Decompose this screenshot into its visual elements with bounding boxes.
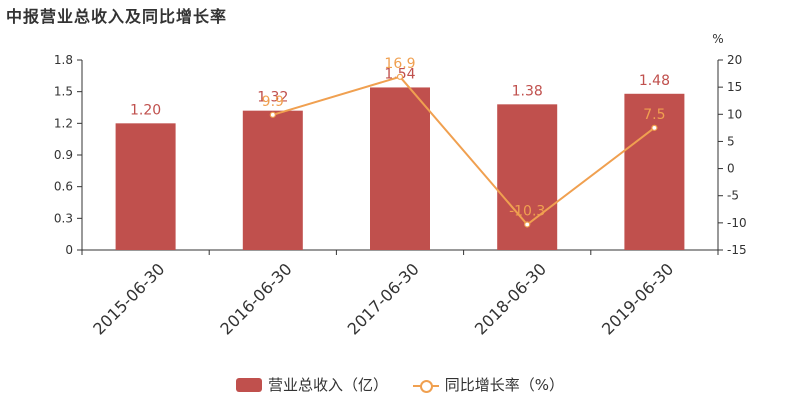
y-left-tick-label: 0.6	[54, 180, 73, 194]
bar	[497, 104, 558, 250]
y-right-unit: %	[712, 32, 723, 46]
y-right-tick-label: 20	[727, 53, 742, 67]
y-right-tick-label: 0	[727, 162, 735, 176]
y-right-tick-label: -10	[727, 216, 747, 230]
growth-value-label: 7.5	[643, 107, 665, 123]
bar	[115, 123, 176, 250]
x-tick-label: 2017-06-30	[344, 259, 423, 338]
y-right-tick-label: 5	[727, 134, 735, 148]
growth-value-label: -10.3	[509, 203, 545, 219]
x-tick-label: 2015-06-30	[89, 259, 168, 338]
growth-point	[269, 111, 276, 118]
y-right-tick-label: 15	[727, 80, 742, 94]
legend-item-revenue[interactable]: 营业总收入（亿）	[235, 374, 388, 395]
bar	[242, 110, 303, 251]
x-tick-label: 2018-06-30	[471, 259, 550, 338]
legend-bar-swatch	[235, 377, 262, 392]
bar-value-label: 1.48	[639, 73, 670, 89]
legend: 营业总收入（亿） 同比增长率（%）	[0, 374, 800, 396]
growth-value-label: 9.9	[262, 94, 284, 110]
legend-item-growth[interactable]: 同比增长率（%）	[412, 374, 565, 395]
growth-point	[651, 124, 658, 131]
legend-line-swatch	[412, 378, 439, 393]
growth-point	[396, 73, 404, 80]
x-tick-label: 2016-06-30	[216, 259, 295, 338]
y-left-tick-label: 1.8	[54, 53, 73, 67]
y-left-tick-label: 1.5	[54, 85, 73, 99]
chart-title: 中报营业总收入及同比增长率	[6, 7, 228, 26]
y-left-tick-label: 0.9	[54, 148, 73, 162]
growth-point	[524, 221, 531, 228]
legend-label-revenue: 营业总收入（亿）	[267, 376, 388, 394]
bar-value-label: 1.32	[257, 90, 288, 106]
y-left-tick-label: 0.3	[54, 211, 73, 225]
y-left-tick-label: 0	[65, 243, 73, 257]
bar-value-label: 1.20	[130, 102, 161, 118]
y-right-tick-label: 10	[727, 107, 742, 121]
legend-label-growth: 同比增长率（%）	[444, 376, 565, 394]
bar	[624, 93, 685, 251]
y-right-tick-label: -5	[727, 189, 739, 203]
bar	[370, 87, 430, 250]
growth-line	[272, 75, 656, 226]
bar-value-label: 1.38	[512, 83, 543, 99]
x-tick-label: 2019-06-30	[598, 259, 677, 338]
growth-value-label: 16.9	[384, 56, 415, 72]
y-right-tick-label: -15	[727, 243, 747, 257]
y-left-tick-label: 1.2	[54, 116, 73, 130]
